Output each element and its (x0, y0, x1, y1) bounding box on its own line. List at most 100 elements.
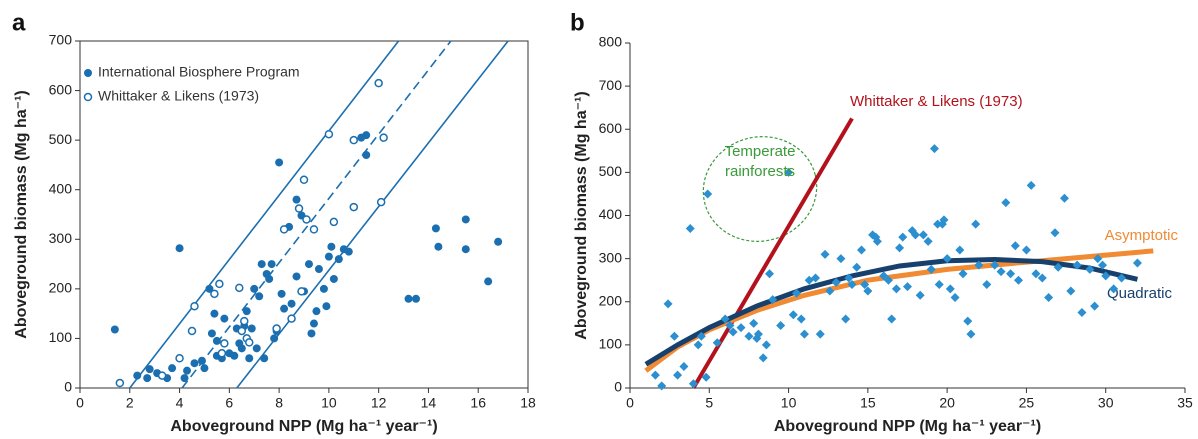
diamond-point (663, 299, 673, 309)
x-tick-label: 20 (939, 395, 955, 411)
diamond-point (788, 310, 798, 320)
diamond-point (1037, 273, 1047, 283)
filled-point (314, 265, 323, 274)
diamond-point (792, 288, 801, 298)
x-tick-label: 4 (176, 395, 184, 411)
filled-point (280, 304, 289, 313)
x-axis-label: Aboveground NPP (Mg ha⁻¹ year⁻¹) (774, 418, 1041, 435)
open-point (220, 339, 229, 348)
diamond-point (857, 245, 867, 255)
x-tick-label: 15 (860, 395, 876, 411)
plot-frame (79, 40, 529, 389)
diamond-point (847, 280, 857, 289)
y-tick-label: 300 (49, 230, 73, 246)
open-point (376, 197, 386, 207)
diamond-point (923, 236, 933, 246)
open-point (217, 349, 227, 358)
diamond-point (673, 370, 683, 380)
filled-point (255, 292, 264, 301)
diamond-point (688, 379, 698, 389)
diamond-point (753, 329, 763, 339)
open-point (83, 92, 93, 102)
diamond-point (1072, 260, 1082, 270)
diamond-point (883, 275, 893, 285)
open-point (175, 354, 184, 363)
filled-point (267, 260, 276, 269)
open-point (115, 378, 125, 388)
filled-point (230, 351, 239, 360)
y-tick-label: 800 (599, 34, 623, 50)
diamond-point (1085, 264, 1095, 274)
diamond-point (1053, 262, 1063, 272)
x-tick-label: 6 (225, 395, 233, 411)
filled-point (220, 314, 229, 323)
open-point (279, 225, 289, 234)
diamond-point (831, 277, 841, 287)
diamond-point (836, 254, 846, 264)
x-tick-label: 8 (275, 395, 283, 411)
diamond-point (950, 292, 960, 302)
diamond-point (685, 223, 695, 233)
filled-point (260, 354, 269, 363)
filled-point (312, 307, 321, 316)
legend-label: International Biosphere Program (98, 64, 300, 80)
diamond-point (891, 284, 901, 294)
filled-point (329, 274, 338, 283)
y-tick-label: 500 (599, 163, 623, 179)
x-tick-label: 25 (1019, 395, 1035, 411)
filled-point (252, 344, 261, 353)
x-tick-label: 30 (1098, 395, 1114, 411)
fit-line (644, 256, 1139, 367)
diamond-point (982, 280, 992, 289)
diamond-point (990, 260, 1000, 270)
annotation: Temperate (725, 143, 796, 160)
filled-point (307, 329, 316, 338)
diamond-point (696, 331, 706, 341)
diamond-point (958, 269, 968, 279)
diamond-point (1132, 258, 1142, 268)
filled-point (309, 319, 318, 328)
diamond-point (1010, 241, 1020, 251)
diamond-point (1001, 198, 1011, 208)
open-point (244, 338, 254, 347)
diamond-point (966, 329, 976, 339)
open-point (379, 133, 388, 142)
x-tick-label: 2 (126, 395, 134, 411)
filled-point (277, 289, 286, 298)
open-point (235, 283, 244, 293)
filled-point (265, 274, 274, 283)
diamond-point (728, 327, 738, 337)
diamond-point (825, 286, 835, 296)
open-point (240, 316, 249, 326)
x-tick-label: 16 (470, 395, 486, 411)
diamond-point (744, 331, 754, 341)
rainforest-ellipse (702, 136, 818, 242)
y-tick-label: 400 (599, 206, 623, 222)
diamond-point (720, 314, 730, 324)
y-tick-label: 600 (599, 120, 623, 136)
diamond-point (1090, 301, 1100, 311)
diamond-point (679, 361, 689, 371)
diamond-point (844, 273, 854, 283)
open-point (349, 202, 359, 212)
diamond-point (669, 331, 679, 341)
filled-point (175, 244, 184, 253)
filled-point (183, 366, 192, 375)
open-point (374, 78, 383, 88)
line-label: Whittaker & Likens (1973) (850, 93, 1023, 110)
diamond-point (799, 329, 809, 339)
filled-point (245, 354, 254, 363)
diamond-point (820, 249, 830, 259)
diamond-point (811, 273, 821, 283)
diamond-point (758, 353, 768, 363)
filled-point (292, 272, 301, 281)
filled-point (247, 324, 256, 333)
filled-point (304, 260, 313, 269)
diamond-point (1066, 286, 1076, 296)
x-tick-label: 12 (371, 395, 387, 411)
filled-point (412, 294, 420, 303)
diamond-point (918, 230, 928, 240)
diamond-point (1077, 308, 1087, 318)
diamond-point (736, 323, 746, 333)
filled-point (434, 242, 443, 251)
